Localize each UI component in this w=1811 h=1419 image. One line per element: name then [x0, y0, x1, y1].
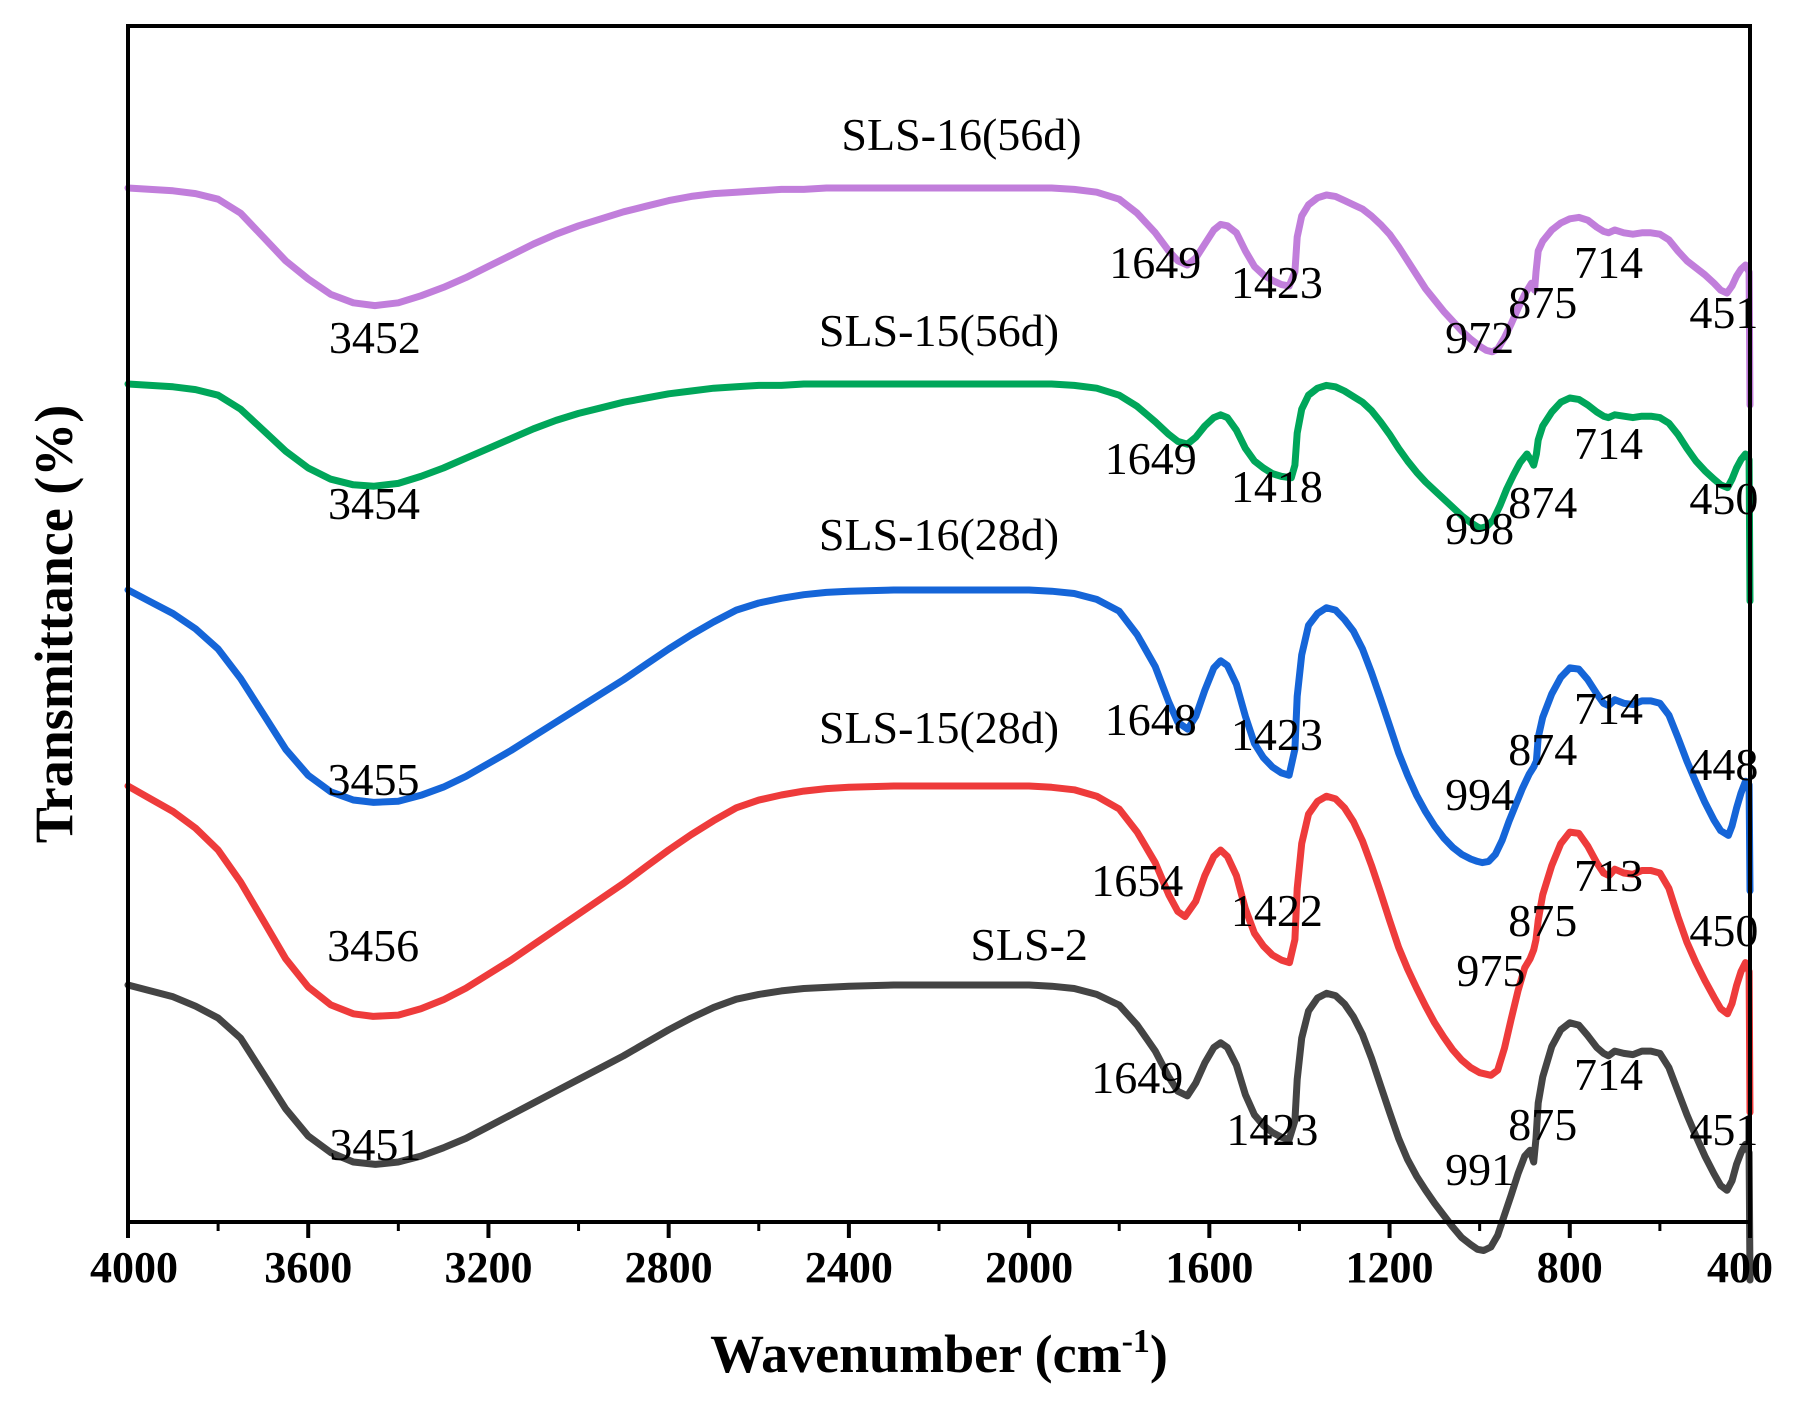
x-axis-title: Wavenumber (cm-1) — [710, 1323, 1168, 1384]
x-tick-label: 2800 — [625, 1243, 713, 1292]
peak-label: 3454 — [328, 478, 420, 529]
x-tick-label: 1200 — [1346, 1243, 1434, 1292]
series-label-3: SLS-16(28d) — [819, 509, 1059, 560]
peak-label: 3456 — [327, 920, 419, 971]
x-tick-label: 3200 — [444, 1243, 532, 1292]
peak-label: 874 — [1508, 477, 1577, 528]
y-axis-title: Transmittance (%) — [24, 405, 84, 843]
x-tick-label: 2400 — [805, 1243, 893, 1292]
peak-label: 1422 — [1231, 885, 1323, 936]
peak-label: 451 — [1689, 287, 1758, 338]
peak-label: 975 — [1456, 945, 1525, 996]
x-axis-title-superscript: -1 — [1122, 1323, 1150, 1360]
peak-label: 714 — [1574, 237, 1643, 288]
peak-label: 991 — [1445, 1144, 1514, 1195]
peak-label: 450 — [1689, 473, 1758, 524]
peak-label: 875 — [1508, 1099, 1577, 1150]
peak-label: 1654 — [1091, 855, 1183, 906]
x-tick-label: 400 — [1707, 1243, 1773, 1292]
series-line-3 — [124, 586, 1754, 895]
peak-label: 972 — [1445, 312, 1514, 363]
series-line-4 — [124, 782, 1754, 1116]
peak-label: 451 — [1689, 1104, 1758, 1155]
peak-label: 1649 — [1105, 433, 1197, 484]
series-line-5 — [124, 981, 1754, 1284]
x-tick-label: 3600 — [264, 1243, 352, 1292]
x-tick-label: 1600 — [1165, 1243, 1253, 1292]
x-tick-label: 4000 — [90, 1243, 178, 1292]
peak-label: 3451 — [329, 1119, 421, 1170]
series-label-5: SLS-2 — [970, 919, 1088, 970]
series-line-1 — [124, 184, 1754, 409]
peak-label: 714 — [1574, 683, 1643, 734]
series-label-4: SLS-15(28d) — [819, 702, 1059, 753]
x-tick-label: 800 — [1537, 1243, 1603, 1292]
peak-label: 714 — [1574, 1049, 1643, 1100]
peak-label: 875 — [1508, 277, 1577, 328]
series-label-2: SLS-15(56d) — [819, 305, 1059, 356]
peak-label: 714 — [1574, 418, 1643, 469]
peak-label: 1649 — [1109, 237, 1201, 288]
x-axis: 4000 3600 3200 2800 2400 2000 1600 1200 800 400 — [90, 1222, 1773, 1292]
peak-label: 1423 — [1226, 1104, 1318, 1155]
series-layer — [124, 184, 1754, 1284]
peak-label: 713 — [1574, 850, 1643, 901]
peak-label: 450 — [1689, 905, 1758, 956]
peak-label: 1423 — [1231, 709, 1323, 760]
peak-label: 994 — [1445, 769, 1514, 820]
peak-label: 1418 — [1231, 461, 1323, 512]
peak-label: 998 — [1445, 503, 1514, 554]
series-line-2 — [124, 380, 1754, 605]
peak-label: 3455 — [328, 754, 420, 805]
peak-label: 3452 — [329, 312, 421, 363]
peak-label: 1648 — [1105, 694, 1197, 745]
peak-label: 448 — [1689, 739, 1758, 790]
peak-label: 1423 — [1231, 257, 1323, 308]
x-tick-label: 2000 — [985, 1243, 1073, 1292]
peak-label: 875 — [1508, 895, 1577, 946]
x-axis-title-end: ) — [1150, 1324, 1168, 1384]
x-axis-title-main: Wavenumber (cm — [710, 1324, 1121, 1384]
peak-label: 874 — [1508, 724, 1577, 775]
series-label-1: SLS-16(56d) — [841, 109, 1081, 160]
peak-label: 1649 — [1091, 1052, 1183, 1103]
